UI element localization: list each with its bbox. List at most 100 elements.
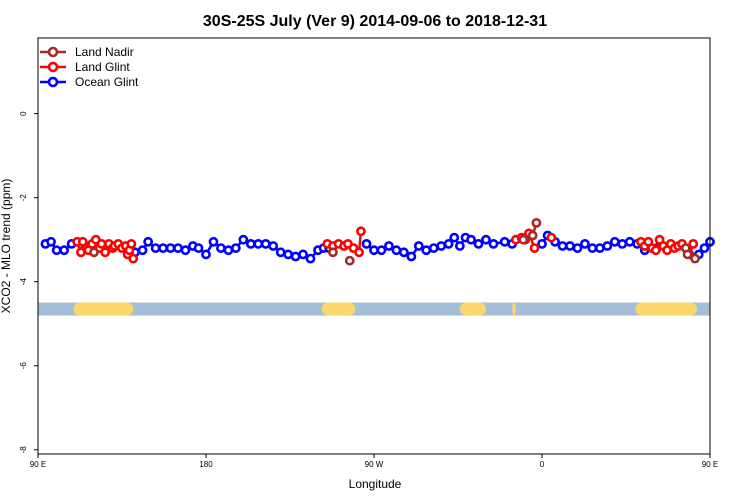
x-tick-label: 90 E	[702, 460, 718, 469]
y-tick-label: -2	[19, 194, 28, 202]
x-tick-label: 0	[540, 460, 545, 469]
data-point	[688, 238, 699, 249]
data-point	[531, 217, 542, 228]
data-point	[488, 238, 499, 249]
data-point	[699, 243, 710, 254]
data-point	[436, 241, 447, 251]
legend-marker	[47, 61, 59, 73]
data-point	[305, 253, 316, 264]
legend-marker	[47, 46, 59, 58]
data-point	[384, 241, 394, 251]
land-segment	[73, 302, 134, 316]
data-point	[499, 236, 510, 247]
series-land-nadir	[89, 217, 700, 266]
data-point	[376, 245, 387, 256]
data-point	[682, 249, 693, 260]
data-point	[690, 253, 700, 264]
x-tick-label: 180	[199, 460, 213, 469]
chart-title: 30S-25S July (Ver 9) 2014-09-06 to 2018-…	[203, 13, 547, 30]
data-point	[173, 243, 183, 254]
land-ocean-bar	[38, 302, 710, 316]
data-point	[406, 251, 417, 262]
data-point	[128, 253, 139, 264]
land-segment	[512, 302, 516, 316]
data-point	[443, 238, 454, 249]
legend-item: Ocean Glint	[40, 75, 139, 89]
data-point	[481, 234, 491, 245]
x-tick-label: 90 W	[365, 460, 384, 469]
data-point	[344, 255, 355, 266]
data-point	[587, 243, 598, 254]
data-point	[557, 241, 568, 251]
data-point	[275, 247, 286, 258]
data-point	[245, 238, 256, 249]
y-tick-label: 0	[19, 111, 28, 116]
data-point	[650, 245, 661, 256]
legend-label: Land Glint	[75, 60, 130, 74]
data-point	[413, 241, 424, 251]
data-point	[354, 247, 364, 258]
data-point	[253, 238, 264, 249]
data-point	[193, 243, 204, 254]
data-point	[454, 241, 465, 251]
data-point	[328, 247, 338, 258]
data-point	[126, 238, 137, 249]
data-point	[594, 243, 605, 254]
data-point	[449, 232, 460, 243]
series-layer	[40, 217, 715, 266]
series-ocean-glint	[40, 230, 715, 264]
data-point	[391, 245, 402, 256]
data-point	[89, 247, 99, 258]
data-point	[529, 243, 540, 254]
data-point	[617, 238, 628, 249]
data-point	[137, 245, 148, 256]
data-point	[518, 234, 529, 245]
ocean-bar	[38, 302, 710, 316]
data-point	[158, 243, 168, 254]
data-point	[260, 238, 271, 249]
data-point	[180, 245, 191, 256]
data-point	[527, 230, 538, 241]
data-point	[283, 249, 294, 260]
data-point	[290, 251, 301, 262]
data-point	[361, 238, 372, 249]
legend-item: Land Nadir	[40, 45, 134, 59]
data-point	[466, 234, 476, 245]
x-axis-ticks: 90 E 180 90 W 0 90 E	[30, 454, 718, 469]
x-tick-label: 90 E	[30, 460, 46, 469]
data-point	[230, 243, 241, 254]
data-point	[602, 241, 613, 251]
legend-label: Land Nadir	[75, 45, 134, 59]
data-point	[150, 243, 161, 254]
data-point	[580, 238, 590, 249]
data-point	[208, 236, 219, 247]
legend-label: Ocean Glint	[75, 75, 139, 89]
y-axis-ticks: 0 -2 -4 -6 -8	[19, 111, 38, 453]
y-axis-label: XCO2 - MLO trend (ppm)	[0, 179, 13, 314]
data-point	[238, 234, 249, 245]
land-segment	[459, 302, 486, 316]
data-point	[624, 236, 635, 247]
data-point	[46, 236, 56, 247]
data-point	[572, 243, 583, 254]
data-point	[51, 245, 62, 256]
data-point	[298, 249, 308, 260]
land-segment	[321, 302, 356, 316]
x-axis-label: Longitude	[349, 477, 402, 491]
data-point	[398, 247, 409, 258]
data-point	[546, 232, 557, 243]
data-point	[223, 245, 234, 256]
data-point	[165, 243, 176, 254]
data-point	[96, 238, 107, 249]
data-point	[565, 241, 575, 251]
y-tick-label: -8	[19, 446, 28, 454]
y-tick-label: -6	[19, 362, 28, 370]
data-point	[100, 247, 111, 258]
data-point	[143, 236, 154, 247]
legend-item: Land Glint	[40, 60, 130, 74]
data-point	[473, 238, 484, 249]
data-point	[268, 241, 279, 251]
y-tick-label: -4	[19, 278, 28, 286]
legend-marker	[47, 76, 59, 88]
